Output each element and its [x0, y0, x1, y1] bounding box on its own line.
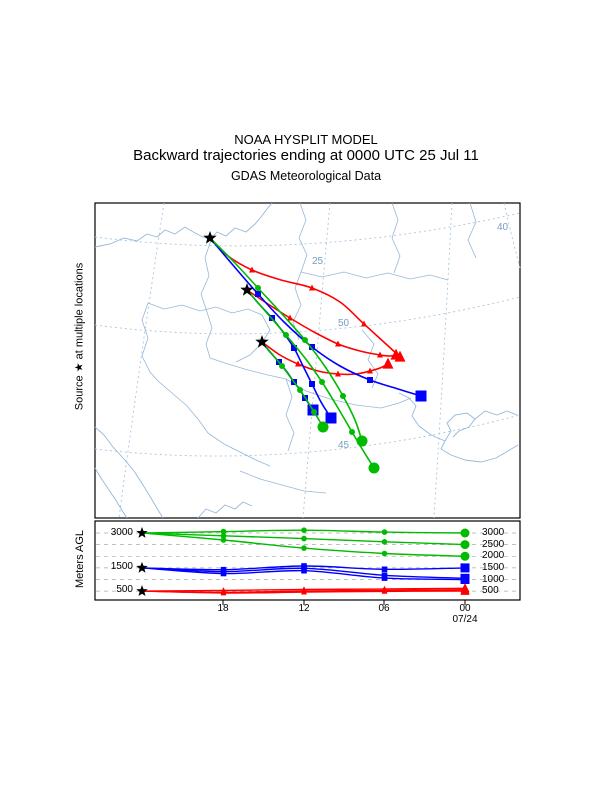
sources-layer — [203, 231, 269, 348]
trajectories-layer — [209, 237, 427, 474]
x-tick-18: 18 — [217, 603, 229, 614]
left-axis-1500: 1500 — [110, 561, 133, 572]
right-axis-500: 500 — [482, 585, 499, 596]
x-tick-06: 06 — [378, 603, 390, 614]
grid-label-25: 25 — [312, 256, 324, 267]
x-tick-00: 00 — [459, 603, 471, 614]
right-axis-1500: 1500 — [482, 562, 505, 573]
profile-grid-layer — [96, 532, 519, 592]
right-axis-1000: 1000 — [482, 574, 505, 585]
right-axis-2000: 2000 — [482, 550, 505, 561]
model-title: NOAA HYSPLIT MODEL — [234, 132, 378, 147]
met-data-subtitle: GDAS Meteorological Data — [230, 169, 382, 183]
map-border — [94, 202, 521, 519]
right-axis-2500: 2500 — [482, 539, 505, 550]
x-tick-12: 12 — [298, 603, 310, 614]
page-title: Backward trajectories ending at 0000 UTC… — [133, 147, 479, 164]
grid-label-45: 45 — [338, 440, 350, 451]
graticule — [94, 202, 521, 519]
grid-label-40: 40 — [497, 222, 509, 233]
right-axis-3000: 3000 — [482, 527, 505, 538]
left-axis-500: 500 — [116, 584, 133, 595]
grid-label-50: 50 — [338, 318, 350, 329]
basemap — [94, 202, 519, 519]
axis-layer — [222, 600, 466, 605]
left-axis-3000: 3000 — [110, 527, 133, 538]
x-axis-date-label: 07/24 — [452, 614, 478, 625]
profile-border — [94, 520, 521, 601]
profile-layer — [136, 527, 470, 596]
